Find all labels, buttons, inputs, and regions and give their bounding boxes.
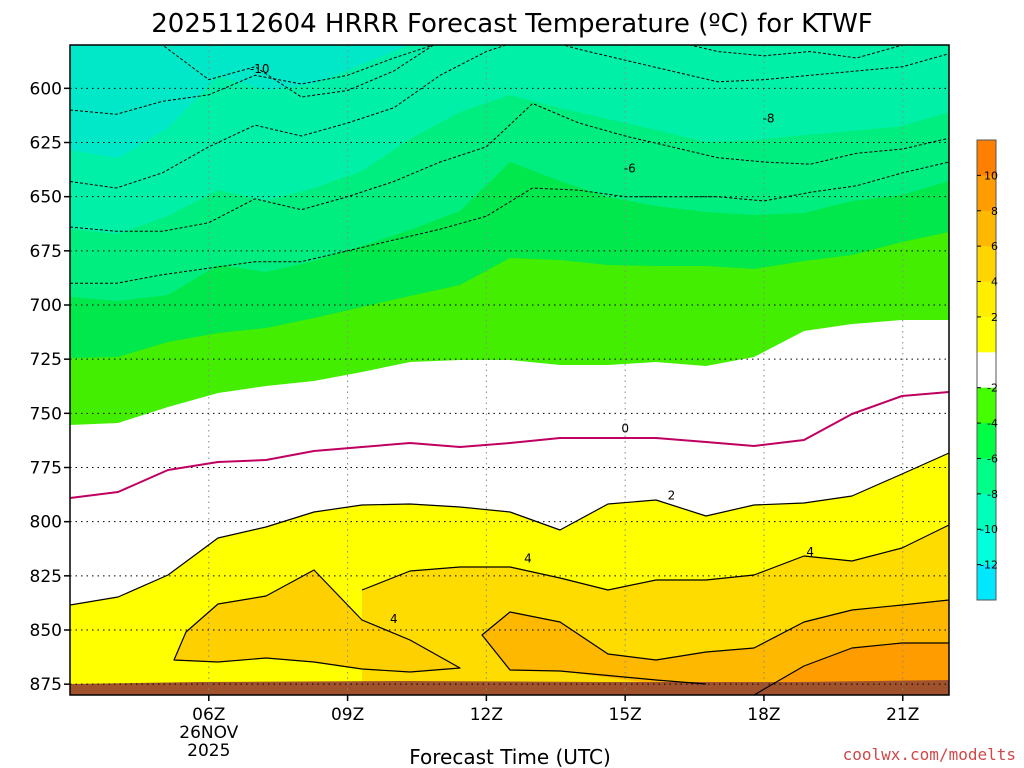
x-tick-label: 15Z — [609, 705, 642, 725]
x-tick-label: 12Z — [470, 705, 503, 725]
colorbar-segment — [977, 387, 996, 424]
colorbar-segment — [977, 281, 996, 318]
band-plus-4-lower — [174, 570, 460, 672]
x-axis-label: Forecast Time (UTC) — [409, 745, 611, 768]
isotherm-0 — [70, 391, 949, 499]
colorbar-tick-label: 2 — [991, 311, 998, 324]
colorbar-tick-label: 4 — [991, 276, 998, 289]
colorbar-segment — [977, 458, 996, 495]
y-tick-label: 800 — [30, 513, 62, 533]
y-tick-label: 725 — [30, 350, 62, 370]
x-date-label: 2025 — [187, 741, 230, 761]
isotherm-minus-6 — [70, 45, 949, 189]
colorbar-tick-label: -4 — [987, 417, 998, 430]
y-axis: 600 625 650 675 700 725 750 775 800 825 850 875 — [30, 79, 70, 695]
contour-label: 2 — [668, 489, 676, 503]
contour-label: -8 — [763, 112, 775, 126]
contour-label: 0 — [621, 422, 629, 436]
x-tick-label: 09Z — [331, 705, 364, 725]
y-tick-label: 625 — [30, 134, 62, 154]
contour-label: 4 — [524, 552, 532, 566]
colorbar-tick-label: 10 — [984, 169, 998, 182]
colorbar-segment — [977, 246, 996, 283]
x-tick-label: 18Z — [747, 705, 780, 725]
colorbar-segment — [977, 316, 996, 353]
colorbar: 10 8 6 4 2 -2 -4 -6 -8 -10 -12 — [976, 139, 998, 601]
colorbar-segment — [977, 140, 996, 176]
credit-text: coolwx.com/modelts — [843, 745, 1016, 764]
y-tick-label: 650 — [30, 188, 62, 208]
colorbar-tick-label: -12 — [980, 559, 998, 572]
colorbar-tick-label: 6 — [991, 240, 998, 253]
isotherm-minus-4 — [70, 103, 949, 232]
chart-title: 2025112604 HRRR Forecast Temperature (ºC… — [151, 9, 873, 39]
colorbar-segment — [977, 352, 996, 389]
isotherm-2 — [70, 452, 949, 606]
contour-label: -6 — [624, 162, 636, 176]
contour-label: 4 — [806, 545, 814, 559]
temperature-fill — [70, 45, 949, 695]
contour-label: -10 — [250, 62, 270, 76]
x-tick-label: 21Z — [886, 705, 919, 725]
y-tick-label: 675 — [30, 242, 62, 262]
colorbar-tick-label: -10 — [980, 523, 998, 536]
colorbar-frame — [976, 139, 997, 601]
contour-labels: -10 -8 -6 0 2 4 4 4 — [250, 62, 814, 626]
y-tick-label: 750 — [30, 404, 62, 424]
colorbar-segment — [977, 564, 996, 601]
gridlines — [70, 45, 949, 695]
y-tick-label: 600 — [30, 79, 62, 99]
x-tick-label: 06Z — [192, 705, 225, 725]
isotherm-4-upper — [361, 524, 949, 591]
y-tick-label: 850 — [30, 621, 62, 641]
isotherm-4-lower — [173, 569, 461, 673]
colorbar-tick-label: -6 — [987, 452, 998, 465]
plot-frame — [69, 44, 950, 696]
terrain — [70, 680, 949, 695]
colorbar-segment — [977, 529, 996, 566]
colorbar-segment — [977, 493, 996, 530]
contour-label: 4 — [390, 612, 398, 626]
x-date-label: 26NOV — [179, 723, 238, 743]
colorbar-segment — [977, 423, 996, 459]
colorbar-tick-label: 8 — [991, 205, 998, 218]
isotherm-lines — [70, 45, 949, 695]
isotherm-minus-2 — [70, 161, 949, 284]
y-tick-label: 775 — [30, 459, 62, 479]
colorbar-tick-label: -2 — [987, 382, 998, 395]
colorbar-tick-label: -8 — [987, 488, 998, 501]
colorbar-segment — [977, 175, 996, 212]
negative-isotherms — [70, 45, 949, 284]
isotherm-8 — [753, 642, 949, 695]
y-tick-label: 825 — [30, 567, 62, 587]
y-tick-label: 875 — [30, 675, 62, 695]
y-tick-label: 700 — [30, 296, 62, 316]
isotherm-6 — [481, 599, 949, 685]
colorbar-segment — [977, 210, 996, 247]
